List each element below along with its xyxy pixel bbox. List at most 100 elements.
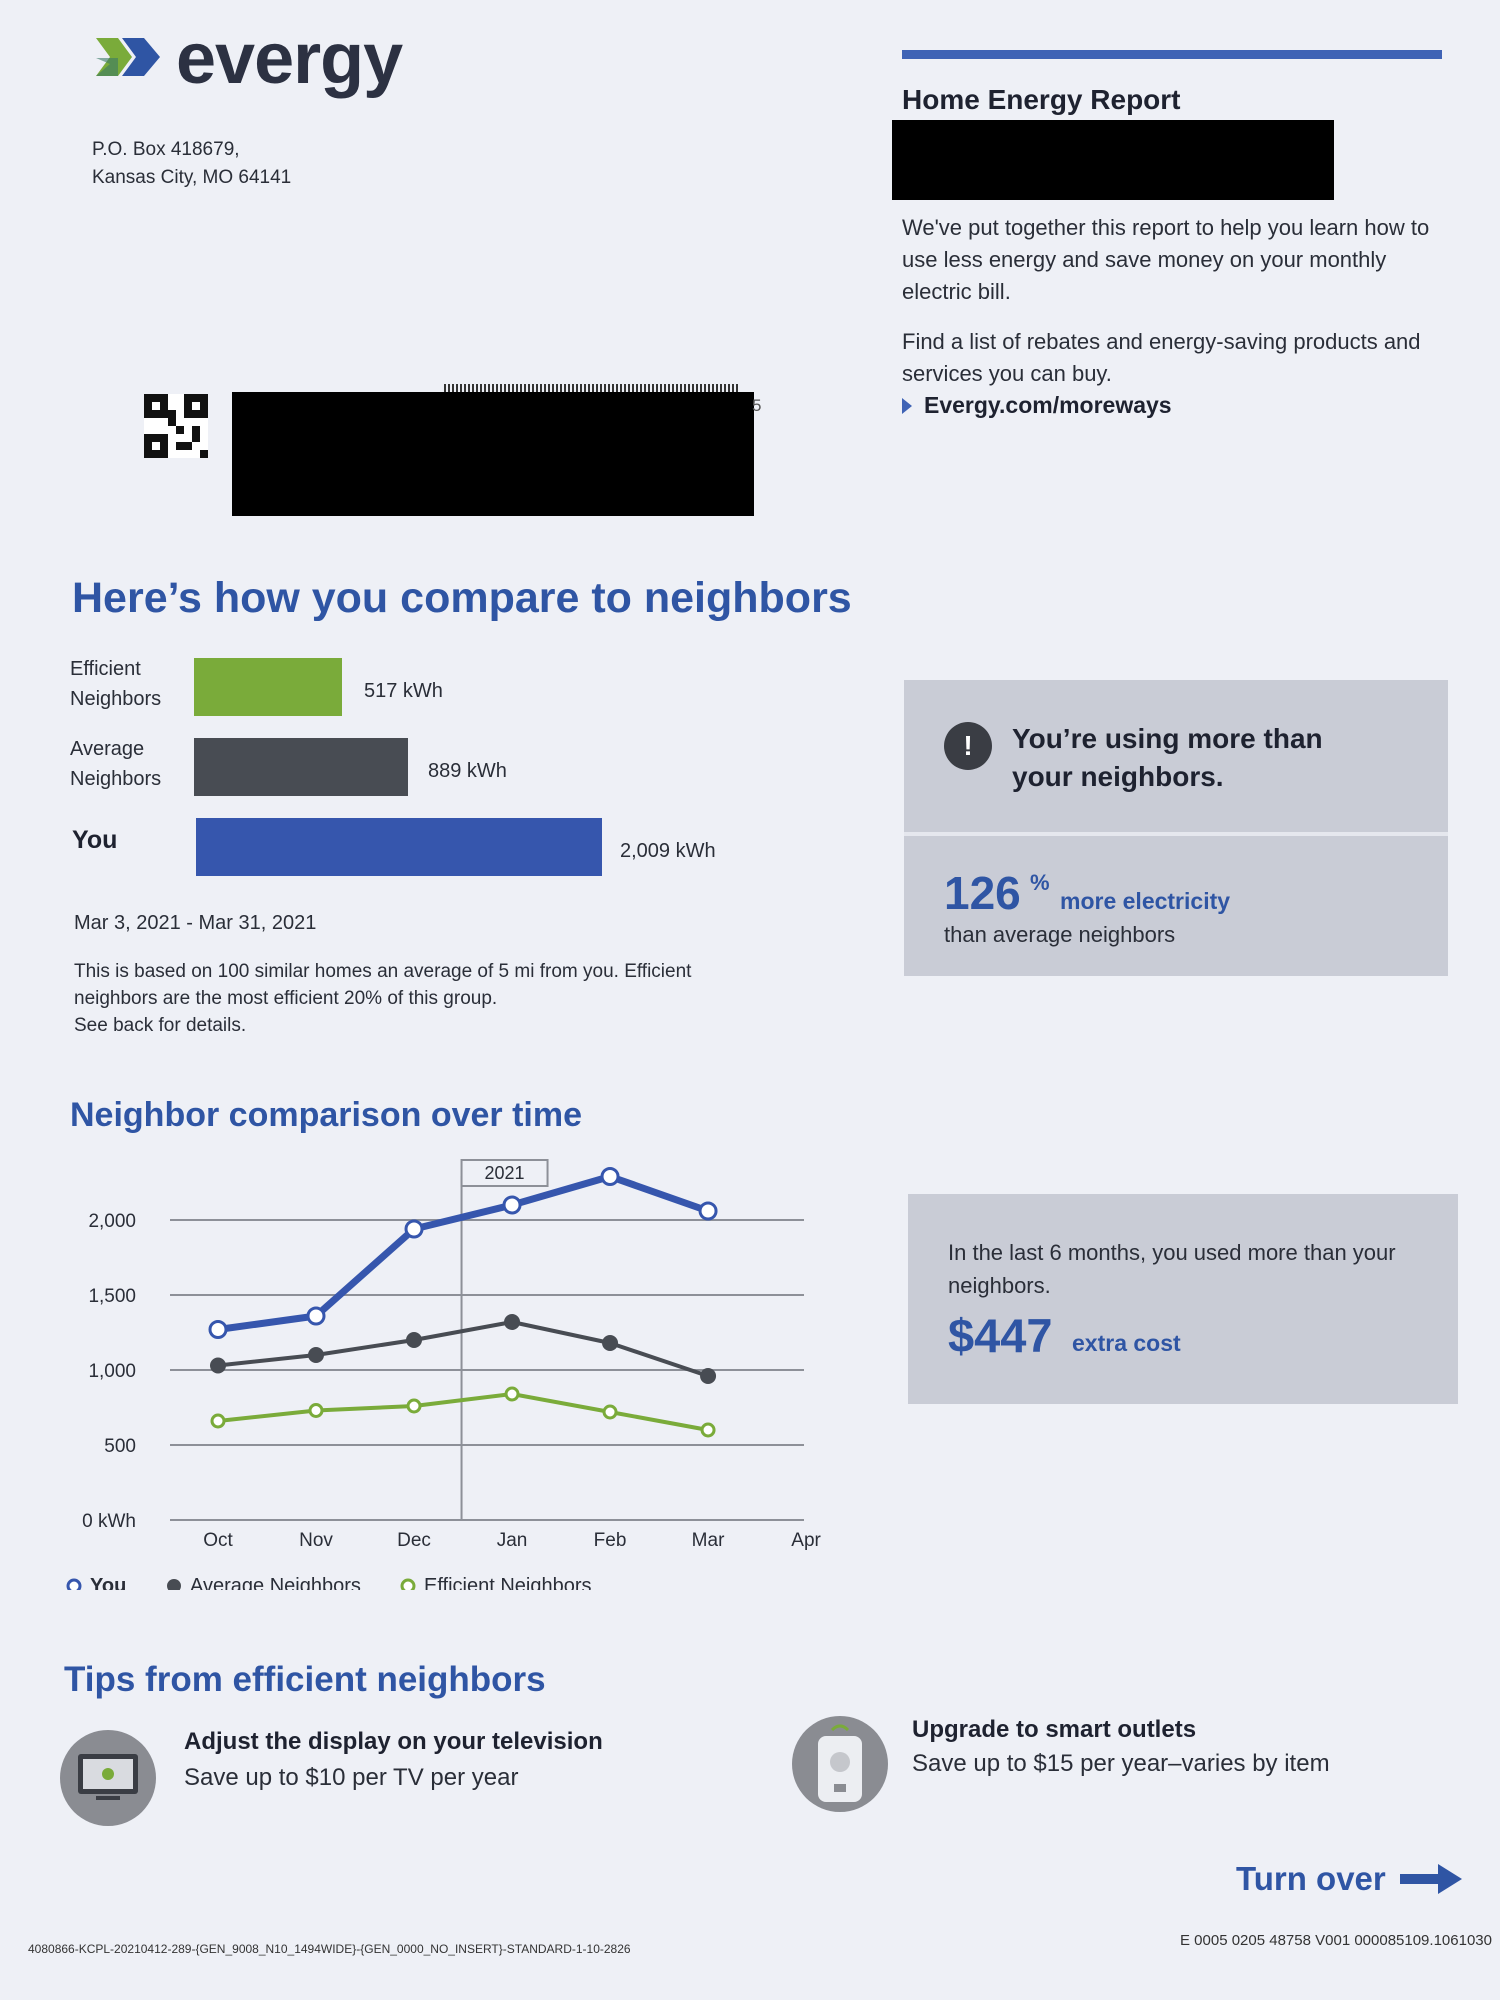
tip-title: Upgrade to smart outlets — [912, 1716, 1197, 1743]
bar-label-line: Neighbors — [70, 688, 162, 710]
cost-text: In the last 6 months, you used more than… — [948, 1240, 1396, 1298]
y-tick-label: 1,000 — [88, 1361, 136, 1382]
basis-line: This is based on 100 similar homes an av… — [74, 961, 692, 982]
data-point — [308, 1403, 324, 1418]
data-point — [308, 1347, 325, 1363]
alert-message: You’re using more than your neighbors. — [1012, 720, 1412, 796]
you-value: 2,009 kWh — [620, 840, 716, 862]
average-neighbors-label: Average Neighbors — [70, 734, 161, 794]
y-tick-label: 1,500 — [88, 1286, 136, 1307]
efficient-neighbors-value: 517 kWh — [364, 680, 443, 702]
alert-line: your neighbors. — [1012, 761, 1224, 792]
tip-subtitle: Save up to $10 per TV per year — [184, 1764, 519, 1791]
barcode-fragment — [444, 384, 740, 392]
bar-label-line: Efficient — [70, 658, 141, 680]
television-icon — [78, 1754, 138, 1800]
exclamation-icon: ! — [944, 722, 992, 770]
moreways-link[interactable]: Evergy.com/moreways — [902, 392, 1172, 419]
sender-address-line: Kansas City, MO 64141 — [92, 167, 292, 188]
efficient-neighbors-bar — [194, 658, 342, 716]
data-point — [602, 1404, 618, 1420]
x-tick-label: Jan — [497, 1530, 528, 1551]
cost-amount: $447 — [948, 1309, 1053, 1362]
data-point — [700, 1422, 716, 1438]
time-heading: Neighbor comparison over time — [70, 1096, 582, 1134]
mailing-fragment: 5 — [752, 396, 762, 415]
report-intro: We've put together this report to help y… — [902, 215, 1430, 304]
redacted-address-block — [232, 392, 754, 516]
percent-value: 126 — [944, 867, 1021, 919]
tip-title: Adjust the display on your television — [184, 1728, 603, 1755]
turn-over-label: Turn over — [1236, 1860, 1462, 1898]
percent-than-label: than average neighbors — [944, 922, 1176, 947]
data-point — [210, 1357, 226, 1374]
data-point — [210, 1413, 226, 1429]
alert-divider — [904, 832, 1448, 836]
data-point — [404, 1219, 424, 1239]
data-point — [600, 1167, 620, 1186]
legend-marker — [400, 1578, 416, 1590]
footer-code-left: 4080866-KCPL-20210412-289-{GEN_9008_N10_… — [28, 1942, 631, 1956]
y-tick-label: 500 — [104, 1436, 136, 1457]
series-line — [217, 1392, 709, 1432]
footer-code-right: E 0005 0205 48758 V001 000085109.1061030 — [1180, 1932, 1492, 1949]
bar-label-line: Neighbors — [70, 768, 162, 790]
turn-over-text: Turn over — [1236, 1860, 1386, 1897]
comparison-basis: This is based on 100 similar homes an av… — [74, 958, 754, 1039]
evergy-logo-icon — [96, 38, 160, 76]
x-tick-label: Apr — [791, 1530, 821, 1551]
x-tick-label: Mar — [692, 1530, 725, 1551]
tip-subtitle: Save up to $15 per year–varies by item — [912, 1750, 1330, 1777]
data-point — [502, 1195, 522, 1215]
average-neighbors-bar — [194, 738, 408, 796]
compare-heading: Here’s how you compare to neighbors — [72, 574, 852, 622]
bar-label-line: Average — [70, 738, 145, 760]
data-point — [208, 1320, 228, 1339]
brand-wordmark: evergy — [176, 19, 403, 99]
cost-extra-label: extra cost — [1072, 1330, 1181, 1356]
percent-symbol: % — [1030, 870, 1050, 895]
x-tick-label: Nov — [299, 1530, 333, 1551]
data-point — [504, 1386, 520, 1402]
basis-line: neighbors are the most efficient 20% of … — [74, 988, 498, 1009]
data-point — [602, 1335, 619, 1351]
you-bar — [196, 818, 602, 876]
arrow-right-icon — [1399, 1864, 1462, 1894]
y-tick-label: 0 kWh — [82, 1511, 136, 1532]
sender-address: P.O. Box 418679, Kansas City, MO 64141 — [92, 136, 291, 192]
x-tick-label: Feb — [594, 1530, 627, 1551]
data-point — [406, 1332, 423, 1348]
legend-label: Efficient Neighbors — [424, 1575, 592, 1590]
year-marker-box — [460, 1159, 549, 1187]
percent-more-label: more electricity — [1060, 888, 1231, 914]
triangle-right-icon — [902, 397, 912, 414]
efficient-neighbors-label: Efficient Neighbors — [70, 654, 161, 714]
data-point — [504, 1314, 521, 1330]
neighbor-comparison-chart: 0 kWh 500 1,000 1,500 2,000 2021 Oct Nov Dec Jan F… — [66, 1159, 822, 1590]
data-point — [406, 1398, 422, 1414]
alert-panel — [904, 680, 1448, 976]
smart-outlet-icon — [818, 1724, 862, 1802]
sender-address-line: P.O. Box 418679, — [92, 139, 240, 160]
basis-line: See back for details. — [74, 1015, 247, 1036]
legend-marker — [66, 1578, 82, 1590]
legend-label: You — [90, 1575, 126, 1590]
year-marker-label: 2021 — [485, 1163, 525, 1183]
tips-heading: Tips from efficient neighbors — [64, 1660, 546, 1699]
report-title: Home Energy Report — [902, 84, 1181, 115]
you-label: You — [72, 826, 118, 854]
redacted-block — [892, 120, 1334, 200]
rebates-text: Find a list of rebates and energy-saving… — [902, 329, 1421, 386]
data-point — [698, 1201, 718, 1221]
data-point — [306, 1306, 326, 1326]
moreways-link-label: Evergy.com/moreways — [924, 392, 1172, 418]
x-tick-label: Dec — [397, 1530, 431, 1551]
header-rule — [902, 50, 1442, 59]
date-range: Mar 3, 2021 - Mar 31, 2021 — [74, 912, 317, 934]
legend-label: Average Neighbors — [190, 1575, 361, 1590]
cost-panel — [908, 1194, 1458, 1404]
data-point — [700, 1368, 717, 1384]
average-neighbors-value: 889 kWh — [428, 760, 507, 782]
qr-code-icon — [144, 394, 208, 458]
x-tick-label: Oct — [203, 1530, 233, 1551]
